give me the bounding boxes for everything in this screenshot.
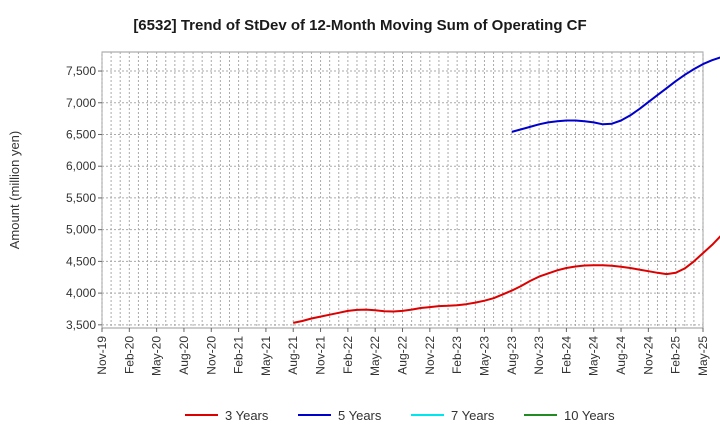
x-axis: Nov-19 Feb-20 May-20 Aug-20 Nov-20 Feb-21 May-… (95, 328, 710, 376)
y-tick-label: 6,000 (66, 159, 96, 173)
x-tick-label: Feb-21 (232, 336, 246, 374)
x-tick-label: Nov-22 (423, 336, 437, 375)
x-tick-label: May-24 (587, 336, 601, 376)
y-tick-label: 6,500 (66, 127, 96, 141)
x-tick-label: Nov-21 (314, 336, 328, 375)
y-tick-label: 3,500 (66, 318, 96, 332)
x-tick-label: May-21 (259, 336, 273, 376)
y-tick-label: 5,500 (66, 191, 96, 205)
legend-label-10-years: 10 Years (564, 408, 615, 423)
x-tick-label: Feb-20 (122, 336, 136, 374)
x-tick-label: Nov-20 (204, 336, 218, 375)
series-line-5-years (511, 56, 720, 133)
x-tick-label: May-23 (477, 336, 491, 376)
y-tick-label: 4,000 (66, 286, 96, 300)
chart-title: [6532] Trend of StDev of 12-Month Moving… (133, 17, 586, 34)
series-lines (292, 56, 720, 324)
grid (101, 52, 704, 328)
x-tick-label: May-22 (368, 336, 382, 376)
x-tick-label: Feb-24 (559, 336, 573, 374)
x-tick-label: Aug-22 (396, 336, 410, 375)
legend-label-7-years: 7 Years (451, 408, 495, 423)
y-tick-label: 5,000 (66, 223, 96, 237)
x-tick-label: Nov-24 (641, 336, 655, 375)
series-line-3-years (292, 235, 720, 324)
x-tick-label: Feb-22 (341, 336, 355, 374)
legend-label-3-years: 3 Years (225, 408, 269, 423)
x-tick-label: Aug-23 (505, 336, 519, 375)
y-axis: 3,500 4,000 4,500 5,000 5,500 6,000 6,500 7,000… (66, 64, 102, 332)
y-axis-label: Amount (million yen) (7, 131, 22, 250)
y-tick-label: 7,000 (66, 96, 96, 110)
x-tick-label: Aug-20 (177, 336, 191, 375)
x-tick-label: Nov-19 (95, 336, 109, 375)
x-tick-label: May-25 (696, 336, 710, 376)
legend: 3 Years 5 Years 7 Years 10 Years (185, 408, 615, 423)
x-tick-label: Aug-24 (614, 336, 628, 375)
x-tick-label: Nov-23 (532, 336, 546, 375)
y-tick-label: 7,500 (66, 64, 96, 78)
x-tick-label: Feb-25 (669, 336, 683, 374)
x-tick-label: Feb-23 (450, 336, 464, 374)
legend-label-5-years: 5 Years (338, 408, 382, 423)
x-tick-label: May-20 (150, 336, 164, 376)
y-tick-label: 4,500 (66, 254, 96, 268)
x-tick-label: Aug-21 (286, 336, 300, 375)
